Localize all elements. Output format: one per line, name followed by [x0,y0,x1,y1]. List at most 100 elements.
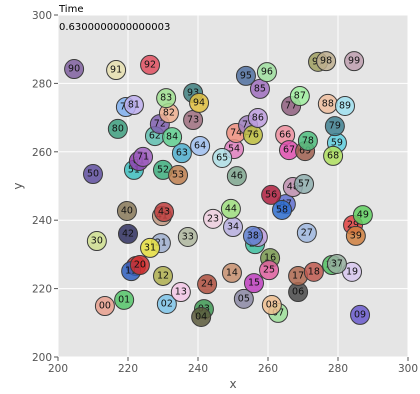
point-marker [197,274,218,295]
point-marker [106,60,127,81]
point-label: 04 [195,311,207,322]
point-label: 77 [285,100,297,111]
point-label: 65 [216,152,228,163]
point-76: 76 [242,125,263,146]
point-label: 50 [87,169,99,180]
point-label: 08 [266,300,278,311]
point-label: 43 [158,206,170,217]
point-marker [140,54,161,75]
point-04: 04 [191,306,212,327]
point-marker [83,164,103,185]
point-58: 58 [272,199,292,220]
point-label: 92 [144,59,156,70]
y-tick-label: 280 [32,78,52,90]
chart-subtitle: 0.6300000000000003 [59,22,170,33]
point-marker [261,184,282,205]
point-label: 71 [137,151,149,162]
point-label: 87 [294,91,306,102]
point-27: 27 [296,222,317,243]
point-86: 86 [247,107,268,128]
point-label: 91 [110,65,122,76]
point-label: 31 [144,242,156,253]
y-axis-ticks: 200 220 240 260 280 300 [32,10,58,364]
point-marker [261,295,282,316]
point-33: 33 [177,226,198,247]
point-label: 24 [201,279,213,290]
point-label: 21 [155,238,167,249]
point-label: 63 [176,148,188,159]
point-marker [259,260,280,281]
point-label: 68 [327,150,339,161]
point-label: 96 [261,67,273,78]
point-marker [242,225,263,246]
point-label: 56 [265,189,277,200]
point-53: 53 [168,165,189,186]
point-label: 25 [263,265,275,276]
point-80: 80 [107,118,128,139]
point-marker [235,65,256,86]
point-marker [326,253,347,274]
x-axis-ticks: 200 220 240 260 280 300 [48,357,418,375]
point-marker [107,118,128,139]
y-tick-label: 220 [32,284,52,296]
point-13: 13 [170,282,191,303]
point-marker [162,127,183,148]
point-marker [153,265,173,286]
point-25: 25 [259,260,280,281]
point-label: 06 [292,287,304,298]
point-marker [191,306,212,327]
point-marker [212,147,233,168]
point-label: 23 [207,213,219,224]
y-tick-label: 260 [32,147,52,159]
point-84: 84 [162,127,183,148]
point-87: 87 [289,86,310,107]
point-label: 90 [68,64,80,75]
point-02: 02 [156,293,177,314]
x-tick-label: 300 [398,363,418,375]
point-92: 92 [140,54,161,75]
point-label: 46 [231,171,243,182]
x-axis-label: x [229,377,236,391]
point-label: 30 [91,236,103,247]
point-marker [244,273,264,294]
y-axis-label: y [11,182,25,189]
point-label: 80 [112,123,124,134]
x-tick-label: 220 [118,363,138,375]
point-label: 44 [225,203,237,214]
point-marker [129,255,150,276]
point-marker [203,208,224,229]
point-90: 90 [64,59,85,80]
y-tick-label: 240 [32,215,52,227]
x-tick-label: 200 [48,363,68,375]
point-01: 01 [114,289,135,310]
point-85: 85 [249,78,270,99]
point-marker [323,145,344,166]
point-label: 72 [154,119,166,130]
point-label: 51 [128,164,140,175]
point-marker [316,51,337,72]
point-label: 27 [301,227,313,238]
scatter-points: 0001020304050607080910111213141516171819… [64,51,373,327]
point-marker [249,78,270,99]
point-31: 31 [140,237,161,258]
point-marker [94,296,115,317]
point-marker [154,201,175,222]
point-label: 53 [172,170,184,181]
point-label: 69 [299,146,311,157]
point-label: 94 [193,97,205,108]
point-81: 81 [123,94,144,115]
y-tick-label: 200 [32,352,52,364]
point-label: 81 [128,99,140,110]
point-88: 88 [317,93,338,114]
point-40: 40 [116,200,137,221]
point-09: 09 [350,304,371,325]
point-marker [133,146,154,167]
x-tick-label: 240 [188,363,208,375]
point-label: 95 [240,70,252,81]
point-91: 91 [106,60,127,81]
point-label: 42 [122,228,134,239]
point-marker [170,282,191,303]
point-37: 37 [326,253,347,274]
